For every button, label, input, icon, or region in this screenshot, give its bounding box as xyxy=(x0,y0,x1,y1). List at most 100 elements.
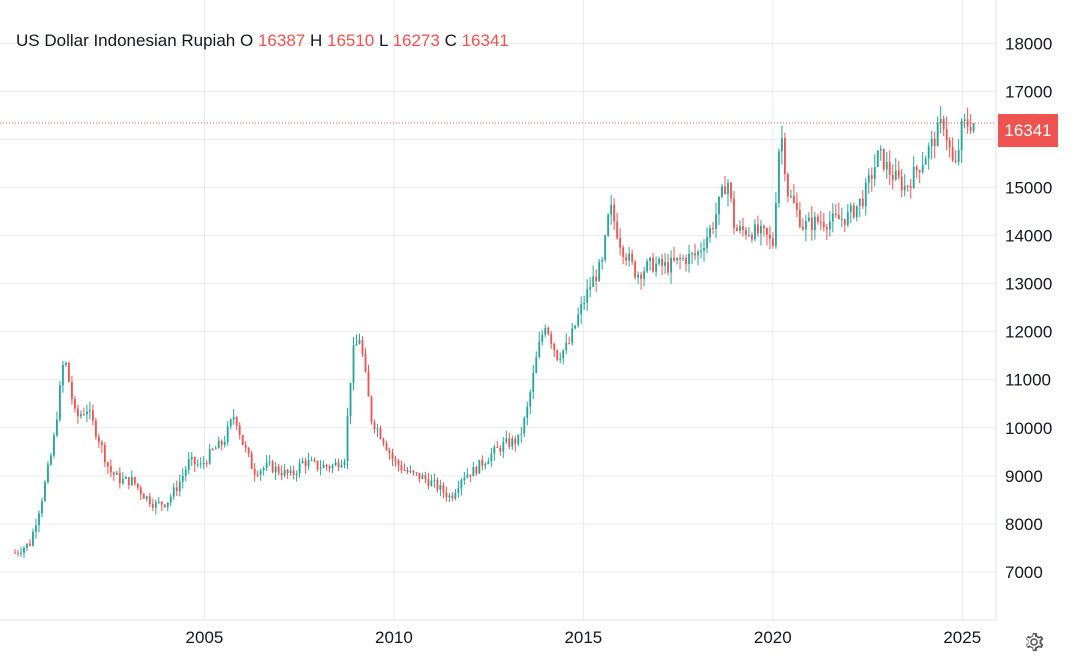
x-tick-label: 2015 xyxy=(564,628,602,647)
candle-body xyxy=(804,220,807,230)
candle-body xyxy=(643,271,646,279)
candle-body xyxy=(843,219,846,225)
candle-body xyxy=(430,480,433,487)
candle-body xyxy=(367,371,370,397)
candle-body xyxy=(106,462,109,467)
candle-body xyxy=(406,470,409,473)
candle-body xyxy=(424,475,427,480)
candle-body xyxy=(220,440,223,445)
candle-body xyxy=(364,354,367,372)
candle-body xyxy=(142,494,145,499)
candle-body xyxy=(439,484,442,490)
candle-body xyxy=(604,235,607,260)
candle-body xyxy=(187,459,190,470)
candle-body xyxy=(933,138,936,147)
candle-body xyxy=(649,257,652,262)
candle-body xyxy=(184,469,187,476)
candle-body xyxy=(59,385,61,420)
time-axis[interactable]: 2005 2010 2015 2020 2025 xyxy=(186,628,982,647)
candle-body xyxy=(559,358,562,360)
candle-body xyxy=(385,443,388,451)
candle-body xyxy=(124,477,127,479)
candle-body xyxy=(223,442,226,445)
candle-body xyxy=(768,234,771,239)
candle-body xyxy=(115,472,118,475)
candle-body xyxy=(14,552,16,554)
candle-body xyxy=(625,256,628,261)
candle-body xyxy=(109,466,112,473)
candle-body xyxy=(765,228,768,235)
candle-body xyxy=(945,128,948,141)
candle-body xyxy=(523,418,526,434)
candle-body xyxy=(939,118,942,123)
gear-icon[interactable] xyxy=(1022,630,1046,654)
candle-body xyxy=(586,289,589,303)
candle-body xyxy=(676,257,678,261)
candle-body xyxy=(688,253,690,265)
candle-body xyxy=(969,126,972,131)
last-price-tag: 16341 xyxy=(998,114,1058,147)
candle-body xyxy=(244,444,247,448)
candle-body xyxy=(840,219,843,221)
candle-body xyxy=(628,253,631,261)
candle-body xyxy=(760,225,762,234)
candle-body xyxy=(553,343,556,351)
candle-body xyxy=(595,276,598,282)
candle-body xyxy=(718,196,720,215)
candle-body xyxy=(214,448,217,450)
candle-body xyxy=(475,467,478,474)
candle-body xyxy=(517,434,520,444)
candle-body xyxy=(652,257,655,272)
candle-body xyxy=(307,460,310,467)
candle-body xyxy=(460,479,463,489)
candle-body xyxy=(745,229,747,236)
legend-h-label: H xyxy=(309,31,323,50)
candle-body xyxy=(379,428,382,439)
candle-body xyxy=(148,496,151,505)
candle-body xyxy=(703,248,705,251)
candle-body xyxy=(268,461,271,463)
candle-body xyxy=(816,216,819,222)
candle-body xyxy=(457,488,460,493)
y-tick-label: 17000 xyxy=(1005,82,1052,101)
candle-body xyxy=(550,333,553,344)
candle-body xyxy=(556,350,559,360)
candle-body xyxy=(679,257,681,260)
candle-body xyxy=(879,148,882,151)
candle-body xyxy=(792,195,795,203)
candle-body xyxy=(514,438,517,444)
candle-body xyxy=(412,470,415,473)
candles xyxy=(14,105,975,558)
candle-body xyxy=(885,162,888,170)
candle-body xyxy=(136,483,139,488)
candle-body xyxy=(20,552,22,554)
candle-body xyxy=(834,213,837,216)
candle-body xyxy=(490,453,493,462)
legend-h-value: 16510 xyxy=(326,31,375,50)
candle-body xyxy=(41,500,43,514)
candle-body xyxy=(900,176,903,191)
candle-body xyxy=(205,462,208,464)
candle-body xyxy=(810,217,813,230)
y-tick-label: 13000 xyxy=(1005,275,1052,294)
candle-body xyxy=(169,496,172,503)
candle-body xyxy=(496,446,499,448)
legend-o-value: 16387 xyxy=(257,31,306,50)
candle-body xyxy=(97,436,100,443)
candle-body xyxy=(23,547,25,553)
candle-body xyxy=(538,341,541,358)
candle-body xyxy=(888,162,891,175)
candle-body xyxy=(388,450,391,454)
candle-body xyxy=(685,258,687,265)
candle-body xyxy=(100,442,103,446)
price-axis[interactable]: 7000 8000 9000 10000 11000 12000 13000 14000 150… xyxy=(1005,34,1052,582)
candle-body xyxy=(445,492,448,498)
candle-body xyxy=(520,433,523,435)
candle-body xyxy=(334,462,337,466)
candle-body xyxy=(427,479,430,487)
candle-body xyxy=(655,263,658,272)
legend-l-label: L xyxy=(379,31,388,50)
y-tick-label: 12000 xyxy=(1005,323,1052,342)
